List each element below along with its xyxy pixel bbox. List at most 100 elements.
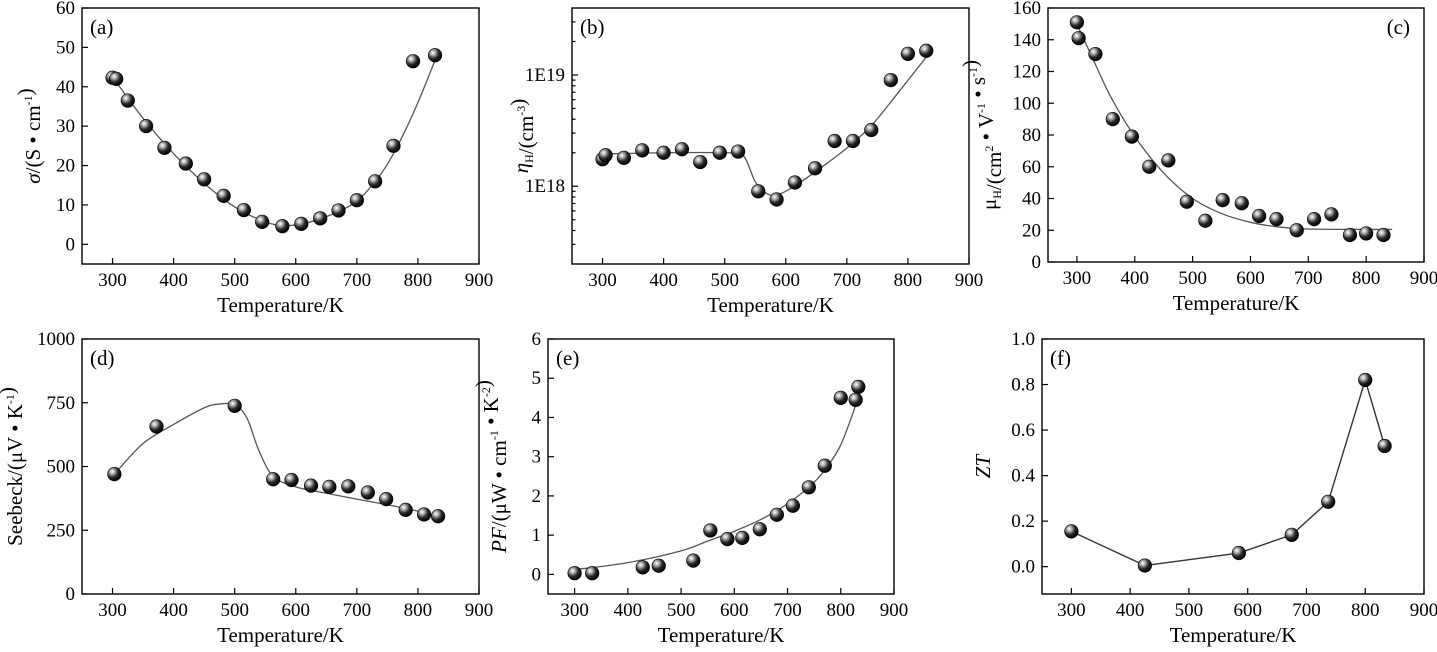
chart-panel-a: 300 400 500 600 700 800 900 0 10 20 30 40 50 60 Temper… (13, 0, 493, 317)
x-tick-label: 700 (833, 270, 862, 291)
data-point (255, 214, 270, 229)
x-tick-label: 700 (343, 270, 372, 291)
y-tick-label: 10 (56, 195, 75, 216)
data-point (1064, 524, 1079, 539)
data-point (785, 498, 800, 513)
data-point (1358, 372, 1373, 388)
x-tick-label: 700 (1292, 600, 1321, 621)
y-tick-label: 1000 (37, 329, 75, 350)
plot-area (107, 398, 446, 524)
data-point (331, 203, 346, 218)
y-axis-title: ηH/(cm-3) (506, 99, 538, 174)
x-axis-title: Temperature/K (707, 293, 834, 317)
data-point (227, 398, 242, 413)
x-tick-label: 300 (560, 600, 589, 621)
fit-curve (113, 402, 440, 517)
plot-frame (1047, 7, 1425, 263)
data-point (1376, 227, 1391, 243)
y-axis-title: ZT (971, 454, 995, 479)
x-axis-title: Temperature/K (1173, 291, 1300, 315)
y-tick-label: 20 (1022, 220, 1041, 241)
plot-area (567, 379, 866, 581)
data-point (109, 71, 124, 86)
data-point (1321, 494, 1336, 509)
data-point (1179, 194, 1194, 209)
y-tick-label: 3 (532, 447, 542, 468)
x-tick-label: 500 (1175, 600, 1204, 621)
data-point (712, 145, 727, 160)
y-tick-label: 0 (1032, 252, 1042, 273)
data-point (845, 133, 861, 149)
y-tick-label: 1.0 (1011, 329, 1035, 350)
data-point (349, 193, 364, 208)
plot-area (105, 48, 443, 234)
data-point (107, 467, 122, 482)
data-point (178, 156, 193, 171)
data-point (294, 216, 309, 231)
data-point (769, 507, 784, 522)
data-point (585, 566, 600, 581)
y-tick-label: 0 (66, 584, 76, 605)
data-point (1306, 212, 1322, 227)
plot-area (1064, 372, 1392, 573)
y-tick-label: 0.4 (1011, 466, 1035, 487)
data-point (1142, 159, 1157, 174)
chart-panel-c: 300 400 500 600 700 800 900 0 20 40 60 80 100 120 140 1… (958, 0, 1437, 315)
x-tick-label: 300 (1063, 268, 1092, 289)
x-tick-label: 600 (282, 270, 311, 291)
y-tick-label: 250 (47, 520, 76, 541)
data-point (360, 485, 375, 500)
x-tick-label: 800 (894, 270, 923, 291)
x-tick-label: 900 (1410, 600, 1437, 621)
data-point (266, 472, 281, 487)
x-tick-label: 500 (1178, 268, 1207, 289)
x-tick-label: 300 (98, 270, 127, 291)
y-tick-label: 60 (1022, 157, 1041, 178)
y-tick-label: 1E18 (525, 176, 565, 197)
data-point (120, 93, 135, 108)
y-tick-label: 0.0 (1011, 557, 1035, 578)
data-point (284, 472, 299, 488)
data-point (1071, 31, 1086, 46)
data-point (703, 523, 718, 538)
data-point (386, 138, 401, 153)
panel-label: (f) (1050, 346, 1071, 370)
y-tick-label: 750 (47, 393, 76, 414)
x-tick-label: 900 (955, 270, 984, 291)
data-point (801, 480, 816, 495)
y-tick-label: 0.8 (1011, 375, 1035, 396)
data-point (139, 119, 154, 134)
x-tick-label: 400 (1116, 600, 1145, 621)
x-tick-label: 800 (1352, 268, 1381, 289)
data-point (1198, 213, 1213, 228)
data-point (787, 175, 803, 190)
data-point (919, 43, 934, 58)
data-point (405, 54, 421, 69)
fit-curve (574, 393, 861, 571)
y-tick-label: 0.6 (1011, 420, 1035, 441)
y-axis-title: Seebeck/(μV • K-1) (0, 387, 27, 546)
data-point (1231, 545, 1246, 561)
x-tick-label: 900 (465, 600, 494, 621)
data-point (1252, 208, 1267, 224)
y-tick-label: 40 (1022, 189, 1041, 210)
x-tick-label: 500 (220, 270, 249, 291)
y-tick-label: 4 (532, 407, 542, 428)
y-tick-label: 500 (47, 457, 76, 478)
y-tick-label: 6 (532, 329, 542, 350)
data-point (635, 560, 650, 575)
y-tick-label: 2 (532, 486, 542, 507)
data-point (427, 48, 443, 63)
chart-panel-b: 300 400 500 600 700 800 900 1E18 1E19 Temperature… (506, 7, 984, 317)
x-tick-label: 900 (880, 600, 909, 621)
x-tick-label: 700 (1294, 268, 1323, 289)
y-tick-label: 100 (1013, 93, 1042, 114)
plot-frame (1041, 338, 1425, 595)
panel-label: (e) (556, 346, 579, 370)
data-point (275, 219, 290, 234)
data-point (322, 479, 337, 495)
data-point (368, 174, 383, 189)
data-point (1069, 15, 1085, 30)
y-tick-label: 0 (66, 234, 76, 255)
panel-label: (b) (580, 15, 605, 39)
